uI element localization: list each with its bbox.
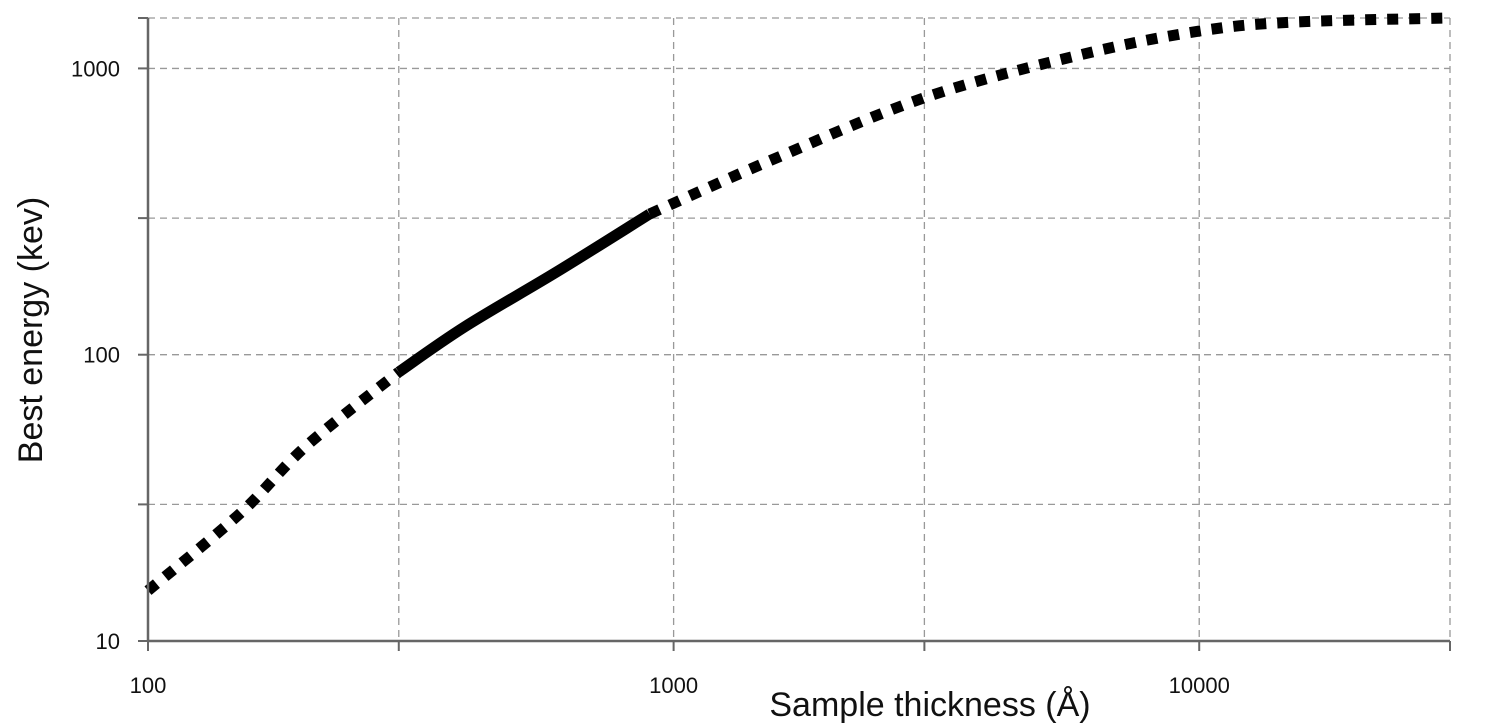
series-line-1 [395,209,653,377]
series-layer [144,12,1451,595]
y-tick-label-0: 10 [96,629,120,654]
series-line-0 [144,367,403,595]
x-axis-title: Sample thickness (Å) [769,686,1090,724]
y-tick-label-1: 100 [83,343,120,368]
x-tick-label-1: 1000 [649,673,698,698]
y-tick-label-2: 1000 [71,56,120,81]
series-line-2 [647,12,1451,220]
y-axis-title: Best energy (kev) [12,197,50,463]
axes [146,18,1450,643]
ticks [138,17,1451,651]
grid [147,17,1451,642]
tick-labels: 100 1000 10000 10 100 1000 [71,56,1230,698]
x-tick-label-0: 100 [130,673,167,698]
x-tick-label-2: 10000 [1169,673,1230,698]
